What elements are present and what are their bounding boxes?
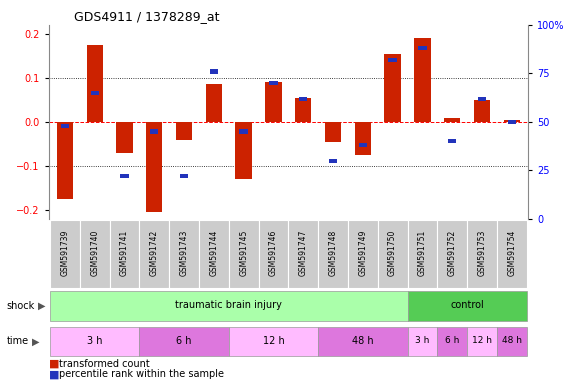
Bar bbox=[325, 122, 341, 142]
Text: GSM591750: GSM591750 bbox=[388, 229, 397, 276]
Bar bbox=[497, 220, 526, 288]
Text: ■: ■ bbox=[49, 359, 59, 369]
Text: time: time bbox=[7, 336, 29, 346]
Bar bbox=[235, 122, 252, 179]
Bar bbox=[229, 220, 259, 288]
Bar bbox=[504, 120, 520, 122]
Bar bbox=[408, 291, 526, 321]
Bar bbox=[150, 129, 159, 134]
Text: 48 h: 48 h bbox=[502, 336, 522, 345]
Text: GSM591744: GSM591744 bbox=[210, 229, 218, 276]
Bar bbox=[467, 220, 497, 288]
Bar bbox=[180, 174, 188, 178]
Bar bbox=[348, 220, 378, 288]
Text: 6 h: 6 h bbox=[176, 336, 192, 346]
Bar bbox=[266, 82, 282, 122]
Bar bbox=[288, 220, 318, 288]
Text: 3 h: 3 h bbox=[87, 336, 102, 346]
Text: GSM591746: GSM591746 bbox=[269, 229, 278, 276]
Bar bbox=[61, 124, 69, 128]
Bar bbox=[139, 326, 229, 356]
Bar bbox=[120, 174, 128, 178]
Text: GSM591749: GSM591749 bbox=[359, 229, 367, 276]
Text: GSM591753: GSM591753 bbox=[477, 229, 486, 276]
Bar bbox=[408, 326, 437, 356]
Text: 12 h: 12 h bbox=[263, 336, 284, 346]
Text: GSM591754: GSM591754 bbox=[507, 229, 516, 276]
Text: 12 h: 12 h bbox=[472, 336, 492, 345]
Bar bbox=[437, 220, 467, 288]
Bar bbox=[87, 45, 103, 122]
Text: GSM591741: GSM591741 bbox=[120, 229, 129, 276]
Bar bbox=[448, 139, 456, 144]
Bar bbox=[259, 220, 288, 288]
Text: control: control bbox=[450, 300, 484, 310]
Bar bbox=[146, 122, 163, 212]
Text: GSM591743: GSM591743 bbox=[180, 229, 188, 276]
Text: GSM591748: GSM591748 bbox=[328, 229, 337, 276]
Text: ▶: ▶ bbox=[32, 336, 39, 346]
Bar bbox=[80, 220, 110, 288]
Bar bbox=[508, 120, 516, 124]
Bar bbox=[169, 220, 199, 288]
Bar bbox=[444, 118, 460, 122]
Bar bbox=[378, 220, 408, 288]
Bar bbox=[239, 129, 248, 134]
Bar bbox=[359, 143, 367, 147]
Text: GDS4911 / 1378289_at: GDS4911 / 1378289_at bbox=[74, 10, 220, 23]
Bar bbox=[50, 326, 139, 356]
Bar bbox=[384, 54, 401, 122]
Bar bbox=[229, 326, 318, 356]
Text: 48 h: 48 h bbox=[352, 336, 373, 346]
Bar bbox=[474, 100, 490, 122]
Text: GSM591747: GSM591747 bbox=[299, 229, 308, 276]
Bar bbox=[210, 70, 218, 74]
Text: ▶: ▶ bbox=[38, 301, 46, 311]
Bar bbox=[91, 91, 99, 95]
Bar bbox=[176, 122, 192, 139]
Bar bbox=[414, 38, 431, 122]
Text: percentile rank within the sample: percentile rank within the sample bbox=[59, 369, 224, 379]
Bar bbox=[110, 220, 139, 288]
Text: GSM591739: GSM591739 bbox=[61, 229, 70, 276]
Text: GSM591742: GSM591742 bbox=[150, 229, 159, 276]
Bar bbox=[206, 84, 222, 122]
Bar bbox=[318, 220, 348, 288]
Bar bbox=[299, 96, 307, 101]
Bar bbox=[329, 159, 337, 163]
Bar bbox=[116, 122, 132, 153]
Text: traumatic brain injury: traumatic brain injury bbox=[175, 300, 282, 310]
Bar bbox=[139, 220, 169, 288]
Bar bbox=[418, 46, 427, 50]
Bar bbox=[295, 98, 311, 122]
Bar bbox=[388, 58, 397, 62]
Text: GSM591752: GSM591752 bbox=[448, 229, 457, 276]
Text: 3 h: 3 h bbox=[415, 336, 429, 345]
Text: shock: shock bbox=[7, 301, 35, 311]
Bar bbox=[478, 96, 486, 101]
Text: 6 h: 6 h bbox=[445, 336, 460, 345]
Bar bbox=[199, 220, 229, 288]
Bar bbox=[318, 326, 408, 356]
Bar bbox=[57, 122, 73, 199]
Text: GSM591740: GSM591740 bbox=[90, 229, 99, 276]
Bar bbox=[467, 326, 497, 356]
Bar bbox=[50, 220, 80, 288]
Text: GSM591751: GSM591751 bbox=[418, 229, 427, 276]
Bar bbox=[497, 326, 526, 356]
Bar bbox=[355, 122, 371, 155]
Text: GSM591745: GSM591745 bbox=[239, 229, 248, 276]
Text: transformed count: transformed count bbox=[59, 359, 150, 369]
Bar bbox=[408, 220, 437, 288]
Bar bbox=[270, 81, 278, 85]
Bar bbox=[50, 291, 408, 321]
Text: ■: ■ bbox=[49, 369, 59, 379]
Bar bbox=[437, 326, 467, 356]
